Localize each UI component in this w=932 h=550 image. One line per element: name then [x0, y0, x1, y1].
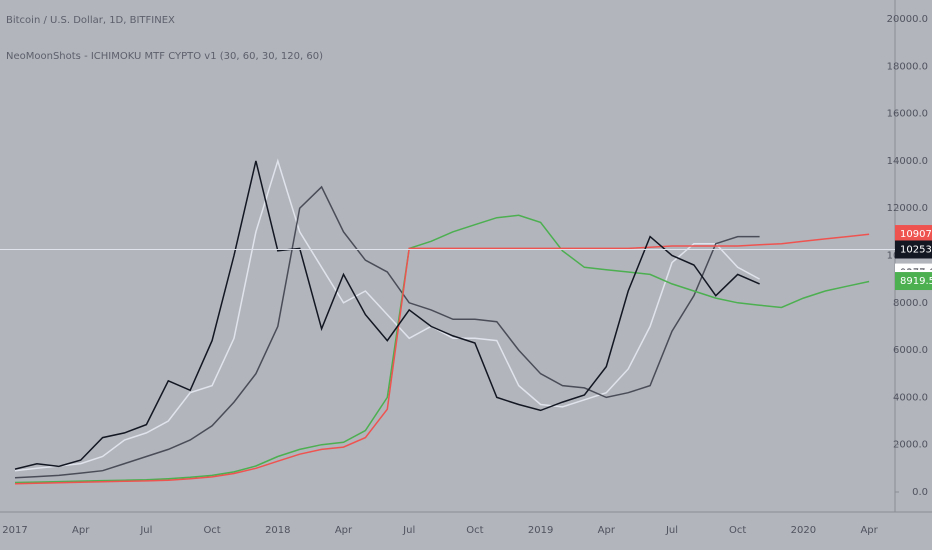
- y-tick-label: 8000.0: [893, 298, 928, 309]
- x-tick-label: Apr: [335, 525, 353, 536]
- y-tick-label: 4000.0: [893, 392, 928, 403]
- x-tick-label: 2019: [528, 525, 553, 536]
- y-tick-label: 2000.0: [893, 440, 928, 451]
- x-tick-label: Oct: [203, 525, 220, 536]
- x-tick-label: Jul: [139, 525, 152, 536]
- series-line: [14, 185, 760, 479]
- series-line: [14, 233, 870, 485]
- x-tick-label: Apr: [72, 525, 90, 536]
- price-tag: [895, 240, 932, 259]
- x-tick-label: Jul: [665, 525, 678, 536]
- x-tick-label: Apr: [860, 525, 878, 536]
- indicator-title: NeoMoonShots - ICHIMOKU MTF CYPTO v1 (30…: [6, 51, 323, 62]
- price-tag-label: 10253.7: [900, 244, 932, 255]
- x-tick-label: 2017: [2, 525, 27, 536]
- y-tick-label: 18000.0: [887, 61, 928, 72]
- x-tick-label: Jul: [402, 525, 415, 536]
- x-tick-label: Apr: [598, 525, 616, 536]
- price-tag-label: 8919.5: [900, 276, 932, 287]
- price-tag: [895, 272, 932, 291]
- series-line: [14, 160, 760, 470]
- price-tag: [895, 225, 932, 244]
- y-tick-label: 20000.0: [887, 14, 928, 25]
- x-tick-label: 2020: [791, 525, 816, 536]
- y-tick-label: 12000.0: [887, 203, 928, 214]
- series-line: [14, 214, 870, 484]
- x-tick-label: 2018: [265, 525, 290, 536]
- y-tick-label: 0.0: [912, 487, 928, 498]
- y-tick-label: 14000.0: [887, 156, 928, 167]
- y-tick-label: 6000.0: [893, 345, 928, 356]
- chart-title: Bitcoin / U.S. Dollar, 1D, BITFINEX: [6, 15, 175, 26]
- series-line: [14, 158, 760, 472]
- x-tick-label: Oct: [466, 525, 483, 536]
- y-tick-label: 16000.0: [887, 109, 928, 120]
- price-tag-label: 10907.1: [900, 229, 932, 240]
- x-tick-label: Oct: [729, 525, 746, 536]
